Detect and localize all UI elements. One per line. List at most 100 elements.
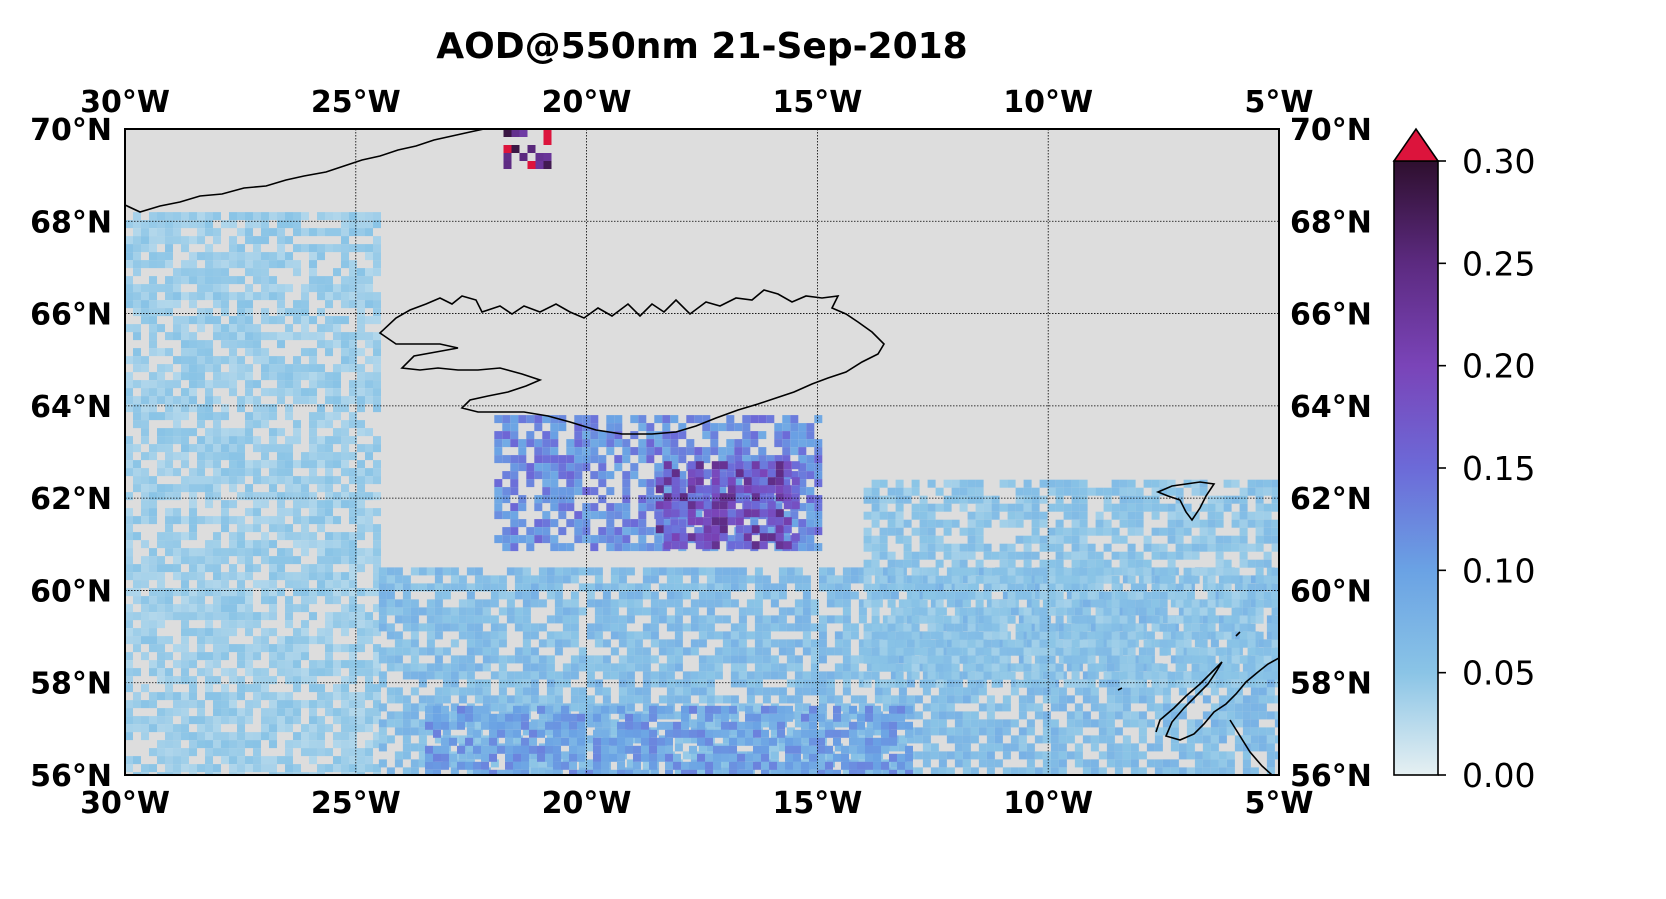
aod-pixel <box>1199 535 1208 544</box>
aod-pixel <box>349 772 357 775</box>
aod-pixel <box>586 599 595 608</box>
aod-pixel <box>665 705 673 714</box>
aod-pixel <box>1159 647 1168 656</box>
aod-pixel <box>245 300 253 309</box>
aod-pixel <box>1002 703 1011 712</box>
aod-pixel <box>357 692 365 701</box>
aod-pixel <box>633 745 641 754</box>
aod-pixel <box>245 764 253 773</box>
aod-pixel <box>285 572 293 581</box>
aod-pixel <box>1159 583 1168 592</box>
aod-pixel <box>522 567 531 576</box>
aod-pixel <box>1242 735 1251 744</box>
aod-pixel <box>325 516 333 525</box>
aod-pixel <box>373 292 381 301</box>
aod-pixel <box>778 607 787 616</box>
aod-pixel <box>1055 607 1064 616</box>
aod-pixel <box>325 492 333 501</box>
aod-pixel <box>1234 735 1243 744</box>
aod-pixel <box>197 412 205 421</box>
aod-pixel <box>269 692 277 701</box>
aod-pixel <box>666 687 675 696</box>
aod-pixel <box>690 575 699 584</box>
aod-pixel <box>333 372 341 381</box>
aod-pixel <box>626 759 635 768</box>
aod-pixel <box>157 324 165 333</box>
aod-pixel <box>465 713 473 722</box>
aod-pixel <box>975 527 984 536</box>
aod-pixel <box>149 764 157 773</box>
aod-pixel <box>149 252 157 261</box>
aod-pixel <box>1159 639 1168 648</box>
aod-pixel <box>253 548 261 557</box>
aod-pixel <box>1183 639 1192 648</box>
aod-pixel <box>546 655 555 664</box>
aod-pixel <box>325 700 333 709</box>
aod-pixel <box>309 684 317 693</box>
aod-pixel <box>1170 735 1179 744</box>
aod-pixel <box>141 492 149 501</box>
aod-pixel <box>1135 583 1144 592</box>
aod-pixel <box>410 719 419 728</box>
aod-pixel <box>333 268 341 277</box>
aod-pixel <box>674 711 683 720</box>
aod-pixel <box>818 583 827 592</box>
aod-pixel <box>682 567 691 576</box>
aod-pixel <box>490 695 499 704</box>
aod-pixel <box>205 652 213 661</box>
aod-pixel <box>978 607 987 616</box>
aod-pixel <box>229 612 237 621</box>
aod-pixel <box>1263 487 1272 496</box>
aod-pixel <box>325 380 333 389</box>
aod-pixel <box>253 356 261 365</box>
aod-pixel <box>930 727 939 736</box>
aod-pixel <box>983 567 992 576</box>
aod-pixel <box>1271 479 1279 488</box>
aod-pixel <box>141 724 149 733</box>
aod-pixel <box>930 711 939 720</box>
aod-pixel <box>1226 703 1235 712</box>
aod-pixel <box>333 708 341 717</box>
aod-pixel <box>481 761 489 770</box>
aod-pixel <box>602 607 611 616</box>
aod-pixel <box>778 671 787 680</box>
aod-pixel <box>1023 663 1032 672</box>
aod-pixel <box>561 761 569 770</box>
aod-pixel <box>786 663 795 672</box>
aod-pixel <box>277 668 285 677</box>
aod-pixel <box>1271 495 1279 504</box>
aod-pixel <box>970 767 979 775</box>
aod-pixel <box>1058 759 1067 768</box>
aod-pixel <box>810 671 819 680</box>
aod-pixel <box>165 332 173 341</box>
aod-pixel <box>809 705 817 714</box>
aod-pixel <box>189 268 197 277</box>
aod-pixel <box>285 740 293 749</box>
aod-pixel <box>809 713 817 722</box>
aod-pixel <box>386 719 395 728</box>
aod-pixel <box>762 623 771 632</box>
aod-pixel <box>498 695 507 704</box>
aod-pixel <box>857 737 865 746</box>
aod-pixel <box>1119 495 1128 504</box>
aod-pixel <box>722 647 731 656</box>
aod-pixel <box>133 332 141 341</box>
aod-pixel <box>181 276 189 285</box>
aod-pixel <box>253 764 261 773</box>
aod-pixel <box>737 729 745 738</box>
aod-pixel <box>674 607 683 616</box>
aod-pixel <box>165 684 173 693</box>
aod-pixel <box>634 695 643 704</box>
aod-pixel <box>457 761 465 770</box>
aod-pixel <box>1250 695 1259 704</box>
aod-pixel <box>602 591 611 600</box>
aod-pixel <box>761 745 769 754</box>
aod-pixel <box>341 764 349 773</box>
aod-pixel <box>841 753 849 762</box>
aod-pixel <box>970 695 979 704</box>
aod-pixel <box>157 564 165 573</box>
aod-pixel <box>245 620 253 629</box>
aod-pixel <box>1031 503 1040 512</box>
aod-pixel <box>618 623 627 632</box>
aod-pixel <box>578 759 587 768</box>
